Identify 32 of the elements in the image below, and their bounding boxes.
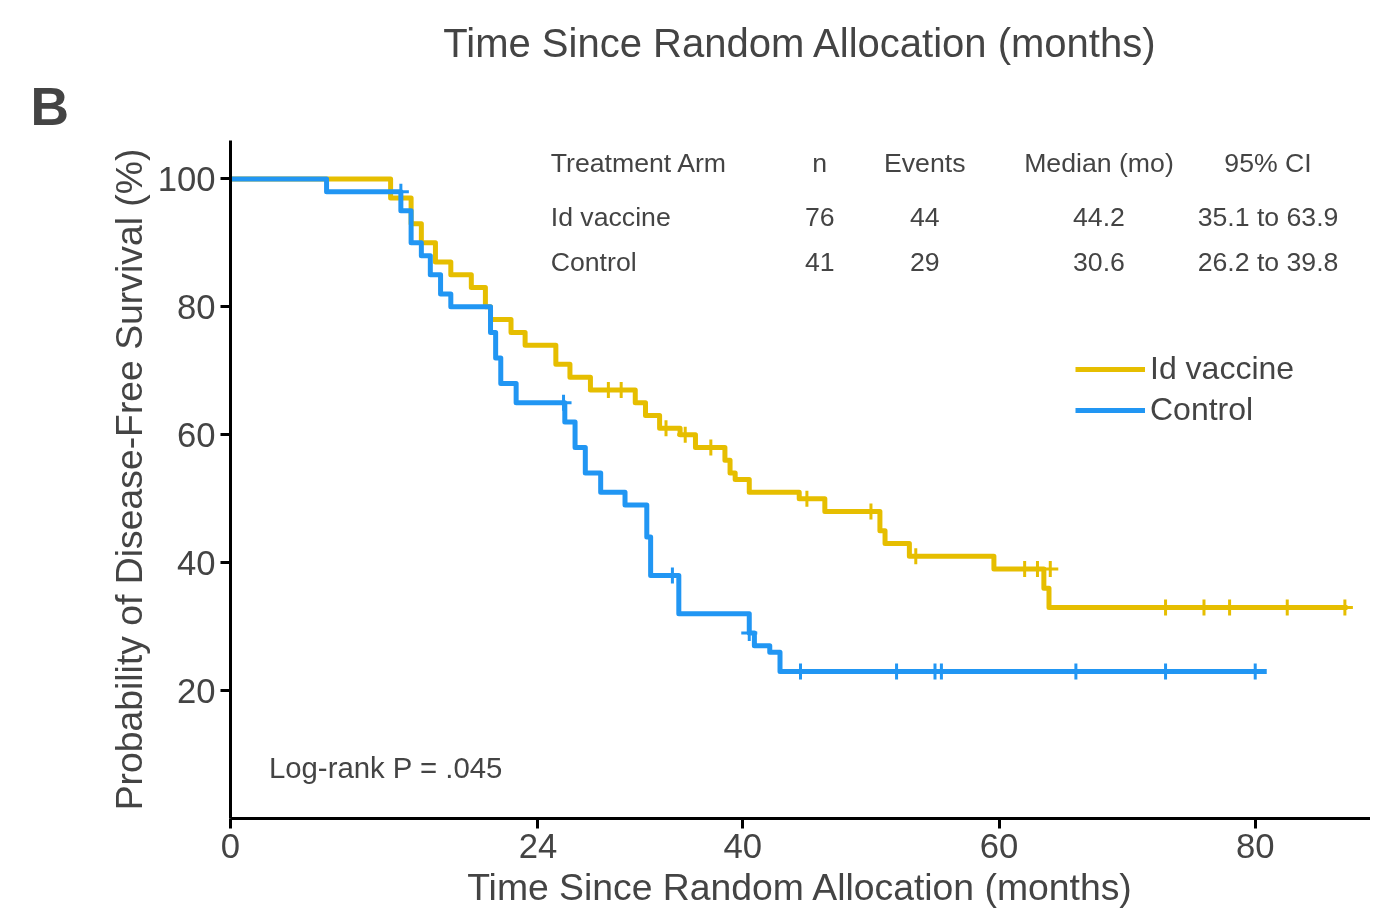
annotation: 76 [804,202,835,233]
annotation: 29 [909,247,940,278]
annotation: Median (mo) [1024,147,1174,178]
annotation: 30.6 [1073,247,1125,278]
x-tick-label: 0 [220,826,241,865]
annotation: Events [884,147,966,178]
x-tick-label: 40 [723,826,763,865]
chart-title: Time Since Random Allocation (months) [443,20,1156,65]
y-tick-label: 100 [157,159,216,198]
y-tick-label: 40 [176,543,216,582]
legend-label: Control [1150,391,1254,428]
annotation: Id vaccine [550,202,671,233]
y-tick-label: 80 [176,287,216,326]
x-tick-label: 24 [518,826,558,865]
x-axis-title: Time Since Random Allocation (months) [467,865,1132,908]
annotation: 41 [804,247,835,278]
x-tick-label: 80 [1235,826,1275,865]
y-axis-title: Probability of Disease-Free Survival (%) [107,148,150,811]
annotation: n [812,147,828,178]
annotation: 95% CI [1224,147,1312,178]
annotation: 44 [909,202,940,233]
annotation: Log-rank P = .045 [268,750,503,784]
text: B [30,76,70,136]
annotation: Control [550,247,637,278]
x-tick-label: 60 [979,826,1019,865]
annotation: 26.2 to 39.8 [1197,247,1339,278]
y-tick-label: 60 [176,415,216,454]
annotation: 44.2 [1073,202,1125,233]
annotation: 35.1 to 63.9 [1197,202,1339,233]
y-tick-label: 20 [176,671,216,710]
legend-label: Id vaccine [1150,350,1295,387]
annotation: Treatment Arm [550,147,727,178]
